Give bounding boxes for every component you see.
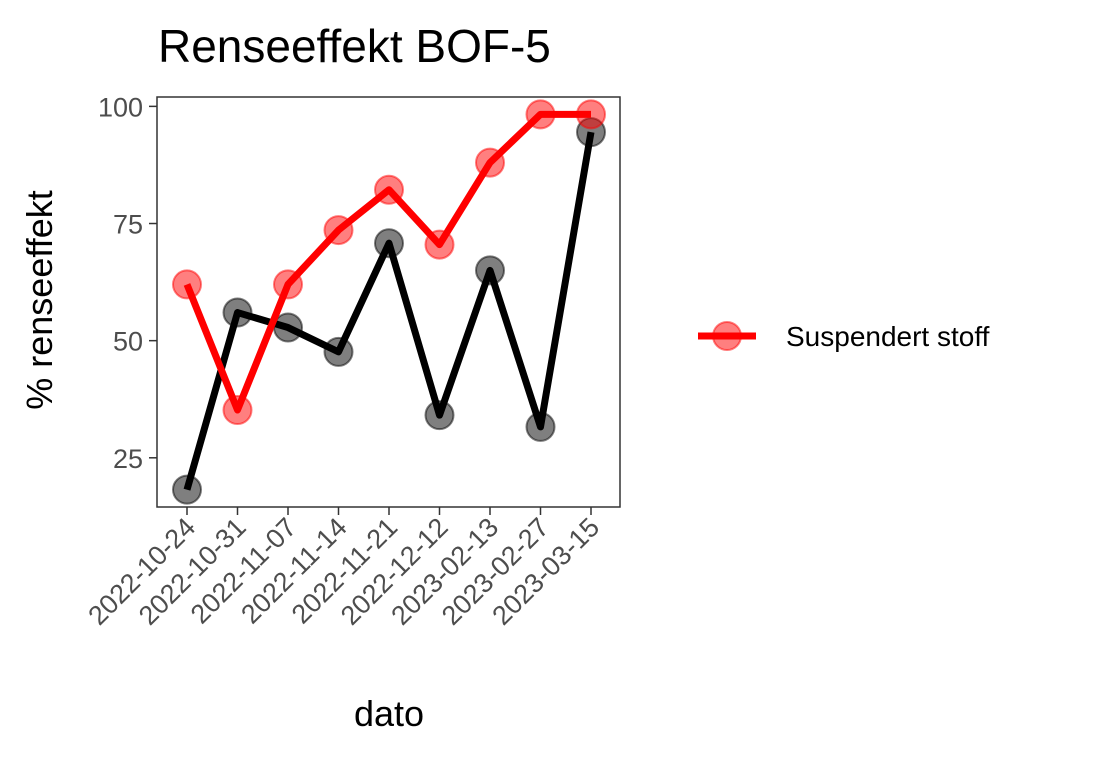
data-point [576,99,606,130]
data-point [424,400,455,431]
plot-panel-border [156,96,621,508]
plot-area: 2550751002022-10-242022-10-312022-11-072… [82,92,621,631]
legend-key-point [712,321,742,351]
data-point [424,229,455,260]
x-axis-label: dato [354,693,424,734]
legend: Suspendert stoff [698,321,990,352]
series-line [183,110,591,414]
legend-label: Suspendert stoff [786,321,990,352]
data-point [374,174,404,205]
chart-title: Renseeffekt BOF-5 [158,20,551,72]
data-point [525,411,556,442]
y-axis-label: % renseeffekt [19,190,60,409]
data-point [525,99,556,130]
data-point [222,297,253,328]
data-point [222,395,253,426]
y-tick-label: 50 [113,327,143,357]
y-tick-label: 25 [113,444,143,474]
y-tick-label: 100 [98,92,143,122]
y-tick-label: 75 [113,210,143,240]
data-point [374,228,404,259]
data-point [273,269,303,300]
data-point [475,147,505,178]
data-point [172,474,202,505]
data-point [172,269,202,300]
data-point [323,336,354,367]
data-point [323,215,354,246]
data-point [475,255,505,286]
